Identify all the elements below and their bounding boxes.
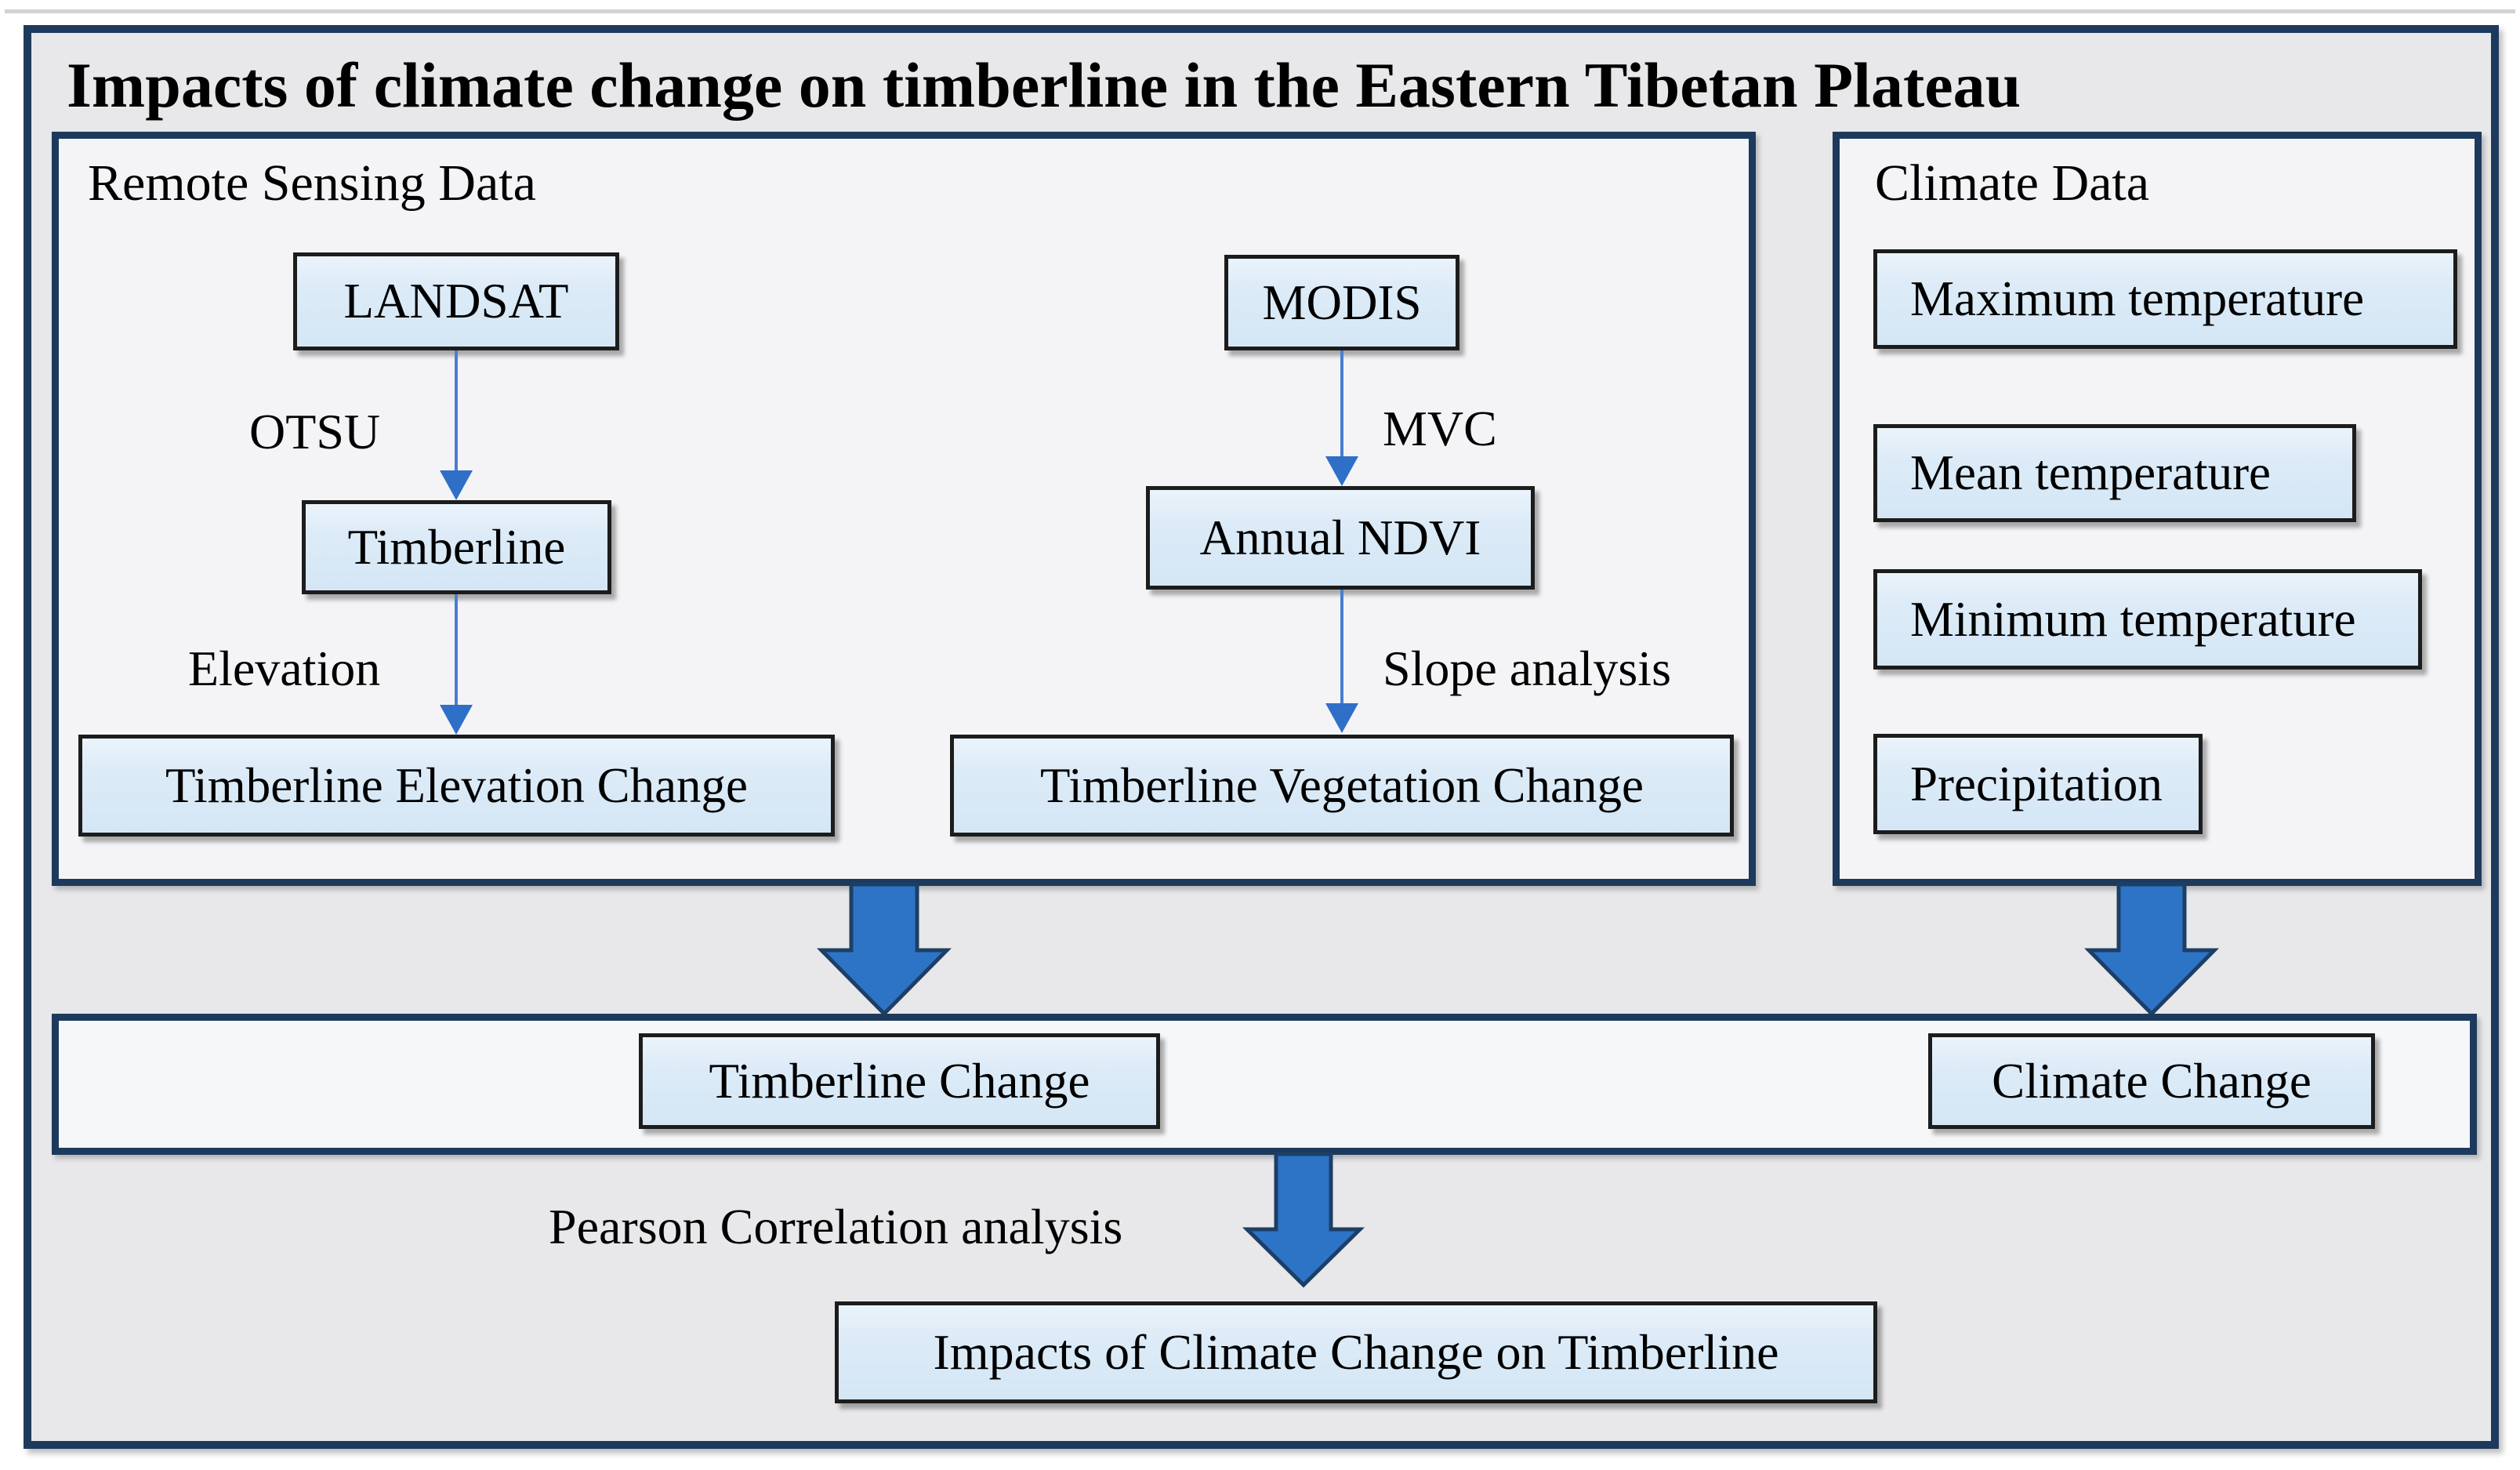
arrowhead-icon [440, 470, 473, 500]
figure-top-rule [5, 9, 2515, 13]
node-minimum-temperature: Minimum temperature [1873, 569, 2422, 670]
connector-ndvi-vegetation-change [1340, 590, 1343, 706]
block-down-arrow-icon [817, 882, 952, 1017]
edge-label-otsu: OTSU [249, 404, 381, 459]
arrowhead-icon [440, 705, 473, 735]
connector-timberline-elevation-change [455, 594, 458, 707]
arrowhead-icon [1325, 703, 1358, 733]
climate-panel-label: Climate Data [1875, 154, 2150, 212]
node-impacts-result: Impacts of Climate Change on Timberline [835, 1301, 1877, 1403]
block-down-arrow-icon [1242, 1152, 1365, 1288]
node-precipitation: Precipitation [1873, 734, 2203, 834]
edge-label-pearson-correlation: Pearson Correlation analysis [549, 1199, 1123, 1254]
block-down-arrow-icon [2084, 882, 2219, 1017]
node-annual-ndvi: Annual NDVI [1146, 486, 1535, 590]
edge-label-mvc: MVC [1383, 401, 1497, 456]
node-timberline-vegetation-change: Timberline Vegetation Change [950, 735, 1734, 837]
edge-label-elevation: Elevation [188, 641, 381, 696]
node-timberline: Timberline [302, 500, 611, 594]
connector-landsat-timberline [455, 350, 458, 473]
remote-sensing-panel-label: Remote Sensing Data [88, 154, 536, 212]
node-climate-change: Climate Change [1928, 1033, 2375, 1129]
node-maximum-temperature: Maximum temperature [1873, 249, 2457, 349]
node-timberline-elevation-change: Timberline Elevation Change [78, 735, 835, 837]
node-modis: MODIS [1224, 255, 1459, 350]
arrowhead-icon [1325, 456, 1358, 486]
figure-title: Impacts of climate change on timberline … [67, 49, 2021, 121]
node-landsat: LANDSAT [293, 252, 619, 350]
connector-modis-ndvi [1340, 350, 1343, 459]
node-mean-temperature: Mean temperature [1873, 424, 2356, 522]
edge-label-slope-analysis: Slope analysis [1383, 641, 1671, 696]
node-timberline-change: Timberline Change [639, 1033, 1160, 1129]
